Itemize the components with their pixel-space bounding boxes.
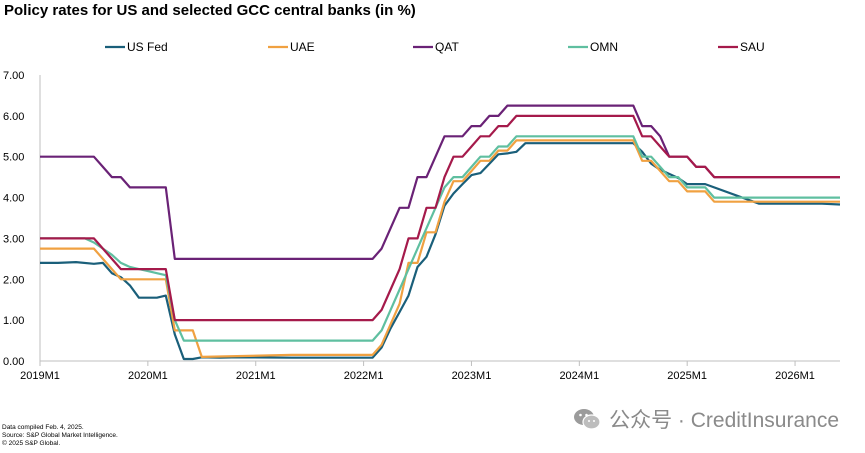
x-tick-label: 2025M1 [667,370,707,382]
x-tick-label: 2026M1 [775,370,815,382]
watermark-text: 公众号 · CreditInsurance [609,409,839,432]
x-tick-label: 2023M1 [452,370,492,382]
y-tick-label: 1.00 [3,315,24,327]
y-tick-label: 0.00 [3,356,24,368]
series-line-qat [40,104,840,260]
footnote-source: Source: S&P Global Market Intelligence. [2,432,118,439]
legend-label: OMN [590,40,618,54]
watermark: 公众号 · CreditInsurance [573,404,839,434]
series-line-omn [40,135,840,342]
series-line-uae [40,139,840,358]
x-tick-label: 2024M1 [559,370,599,382]
chart-title: Policy rates for US and selected GCC cen… [4,2,416,19]
x-tick-label: 2019M1 [20,370,60,382]
y-tick-label: 2.00 [3,274,24,286]
series-line-sau [40,114,840,322]
y-tick-label: 6.00 [3,111,24,123]
chart-legend: US Fed UAE QAT OMN SAU [105,40,765,54]
x-axis: 2019M1 2020M1 2021M1 2022M1 2023M1 2024M1 2025… [20,360,840,382]
footnotes: Data compiled Feb. 4, 2025. Source: S&P … [2,424,118,448]
plot-area [40,104,841,361]
x-tick-label: 2021M1 [236,370,276,382]
x-tick-label: 2022M1 [344,370,384,382]
footnote-copyright: © 2025 S&P Global. [2,440,61,447]
y-tick-label: 3.00 [3,233,24,245]
y-tick-label: 7.00 [3,70,24,82]
legend-label: UAE [290,40,315,54]
y-tick-label: 4.00 [3,193,24,205]
x-tick-label: 2020M1 [128,370,168,382]
wechat-icon [574,409,601,430]
footnote-date: Data compiled Feb. 4, 2025. [2,424,84,431]
legend-label: QAT [435,40,459,54]
y-axis: 0.00 1.00 2.00 3.00 4.00 5.00 6.00 7.00 [3,70,41,368]
y-tick-label: 5.00 [3,152,24,164]
legend-label: SAU [740,40,765,54]
legend-label: US Fed [127,40,168,54]
series-line-us-fed [40,142,841,361]
